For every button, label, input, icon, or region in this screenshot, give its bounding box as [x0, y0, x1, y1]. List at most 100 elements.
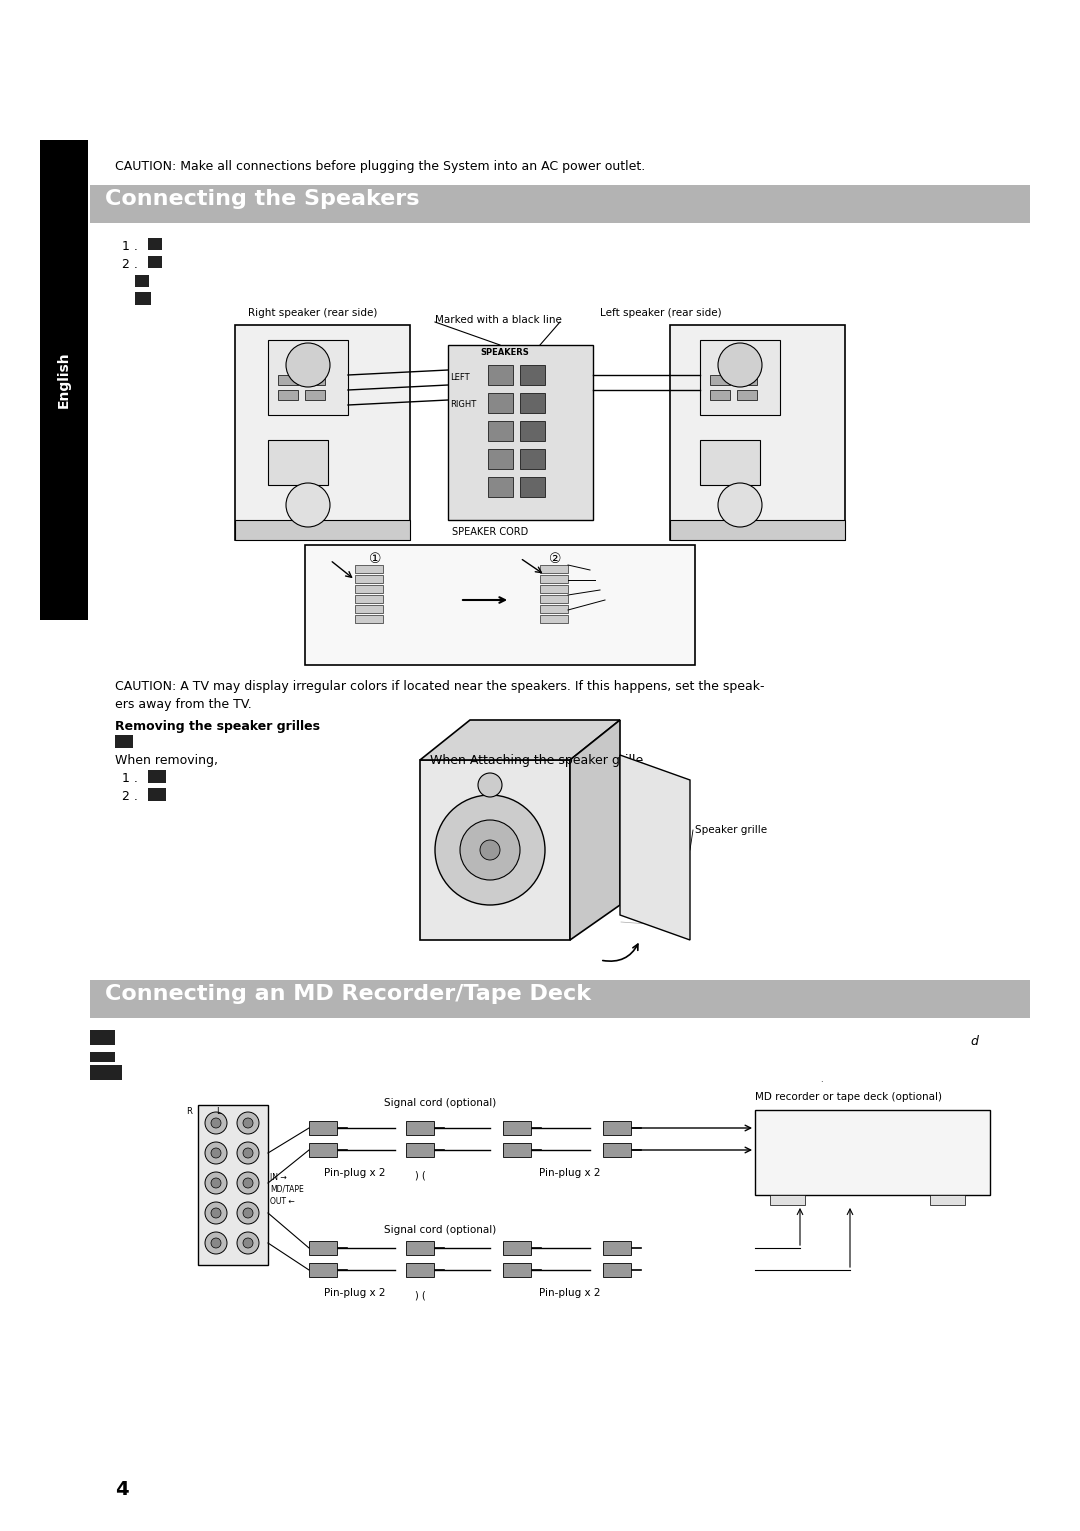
FancyBboxPatch shape — [710, 390, 730, 400]
FancyBboxPatch shape — [755, 1110, 990, 1196]
FancyBboxPatch shape — [540, 596, 568, 603]
Text: ①: ① — [368, 553, 381, 566]
Text: LEFT: LEFT — [450, 374, 470, 383]
Circle shape — [211, 1177, 221, 1188]
FancyBboxPatch shape — [488, 364, 513, 384]
FancyBboxPatch shape — [148, 788, 166, 801]
FancyBboxPatch shape — [540, 576, 568, 583]
FancyBboxPatch shape — [519, 393, 545, 413]
Circle shape — [205, 1142, 227, 1164]
Text: Connecting the Speakers: Connecting the Speakers — [105, 188, 419, 210]
Text: ) (: ) ( — [415, 1291, 426, 1300]
Text: ②: ② — [549, 553, 562, 566]
Circle shape — [243, 1148, 253, 1157]
FancyBboxPatch shape — [235, 325, 410, 540]
FancyBboxPatch shape — [670, 521, 845, 540]
Text: MD/TAPE: MD/TAPE — [270, 1185, 303, 1194]
FancyBboxPatch shape — [90, 1030, 114, 1046]
FancyBboxPatch shape — [135, 292, 151, 305]
FancyBboxPatch shape — [930, 1196, 966, 1205]
FancyBboxPatch shape — [268, 340, 348, 415]
Text: 4: 4 — [114, 1480, 129, 1499]
Text: MD recorder or tape deck (optional): MD recorder or tape deck (optional) — [755, 1092, 942, 1102]
Circle shape — [435, 795, 545, 905]
FancyBboxPatch shape — [700, 439, 760, 485]
Text: ) (: ) ( — [415, 1170, 426, 1180]
FancyBboxPatch shape — [355, 585, 383, 592]
Circle shape — [237, 1232, 259, 1254]
Circle shape — [243, 1118, 253, 1128]
Circle shape — [243, 1208, 253, 1219]
Text: 1 .: 1 . — [122, 240, 138, 253]
FancyBboxPatch shape — [488, 421, 513, 441]
FancyBboxPatch shape — [90, 980, 1030, 1018]
FancyBboxPatch shape — [406, 1144, 434, 1157]
FancyBboxPatch shape — [519, 421, 545, 441]
FancyBboxPatch shape — [305, 545, 696, 664]
FancyBboxPatch shape — [540, 615, 568, 623]
Text: 2 .: 2 . — [122, 790, 138, 802]
Text: Pin-plug x 2: Pin-plug x 2 — [324, 1168, 386, 1177]
FancyBboxPatch shape — [268, 439, 328, 485]
Polygon shape — [570, 720, 620, 940]
Text: Removing the speaker grilles: Removing the speaker grilles — [114, 720, 320, 733]
FancyBboxPatch shape — [540, 585, 568, 592]
Text: R: R — [186, 1107, 192, 1116]
Text: 2 .: 2 . — [122, 259, 138, 271]
FancyBboxPatch shape — [503, 1121, 531, 1134]
Text: ers away from the TV.: ers away from the TV. — [114, 698, 252, 710]
FancyBboxPatch shape — [519, 449, 545, 468]
FancyBboxPatch shape — [603, 1242, 631, 1255]
FancyBboxPatch shape — [603, 1263, 631, 1277]
Text: Speaker grille: Speaker grille — [696, 825, 767, 834]
Text: Pin-plug x 2: Pin-plug x 2 — [539, 1288, 600, 1298]
Text: Pin-plug x 2: Pin-plug x 2 — [539, 1168, 600, 1177]
Text: L: L — [216, 1107, 220, 1116]
Circle shape — [243, 1239, 253, 1248]
Polygon shape — [620, 755, 690, 940]
Circle shape — [480, 841, 500, 860]
FancyBboxPatch shape — [503, 1144, 531, 1157]
Text: Pin-plug x 2: Pin-plug x 2 — [324, 1288, 386, 1298]
Text: Signal cord (optional): Signal cord (optional) — [383, 1225, 496, 1236]
FancyBboxPatch shape — [198, 1105, 268, 1265]
FancyBboxPatch shape — [355, 596, 383, 603]
FancyBboxPatch shape — [503, 1242, 531, 1255]
Circle shape — [286, 482, 330, 527]
FancyBboxPatch shape — [519, 364, 545, 384]
FancyBboxPatch shape — [540, 605, 568, 612]
FancyBboxPatch shape — [90, 1052, 114, 1063]
Circle shape — [718, 343, 762, 387]
FancyBboxPatch shape — [540, 565, 568, 573]
Text: Signal cord (optional): Signal cord (optional) — [383, 1098, 496, 1108]
FancyBboxPatch shape — [305, 375, 325, 384]
FancyBboxPatch shape — [355, 565, 383, 573]
Text: IN →: IN → — [270, 1173, 287, 1182]
Text: SPEAKER CORD: SPEAKER CORD — [451, 527, 528, 537]
FancyBboxPatch shape — [503, 1263, 531, 1277]
Circle shape — [237, 1142, 259, 1164]
Circle shape — [243, 1177, 253, 1188]
FancyBboxPatch shape — [278, 390, 298, 400]
Circle shape — [205, 1173, 227, 1194]
FancyBboxPatch shape — [406, 1242, 434, 1255]
FancyBboxPatch shape — [235, 521, 410, 540]
FancyBboxPatch shape — [670, 325, 845, 540]
Circle shape — [718, 482, 762, 527]
Circle shape — [205, 1232, 227, 1254]
Text: Right speaker (rear side): Right speaker (rear side) — [248, 308, 377, 318]
FancyBboxPatch shape — [488, 393, 513, 413]
FancyBboxPatch shape — [737, 390, 757, 400]
FancyBboxPatch shape — [737, 375, 757, 384]
Text: 1 .: 1 . — [122, 772, 138, 785]
FancyBboxPatch shape — [135, 276, 149, 286]
Text: RIGHT: RIGHT — [450, 400, 476, 409]
Circle shape — [211, 1148, 221, 1157]
Text: When Attaching the speaker grille: When Attaching the speaker grille — [430, 753, 644, 767]
Polygon shape — [420, 759, 570, 940]
Circle shape — [286, 343, 330, 387]
Text: CAUTION: Make all connections before plugging the System into an AC power outlet: CAUTION: Make all connections before plu… — [114, 161, 645, 173]
Text: Connecting an MD Recorder/Tape Deck: Connecting an MD Recorder/Tape Deck — [105, 984, 591, 1004]
Circle shape — [237, 1202, 259, 1223]
FancyBboxPatch shape — [355, 576, 383, 583]
